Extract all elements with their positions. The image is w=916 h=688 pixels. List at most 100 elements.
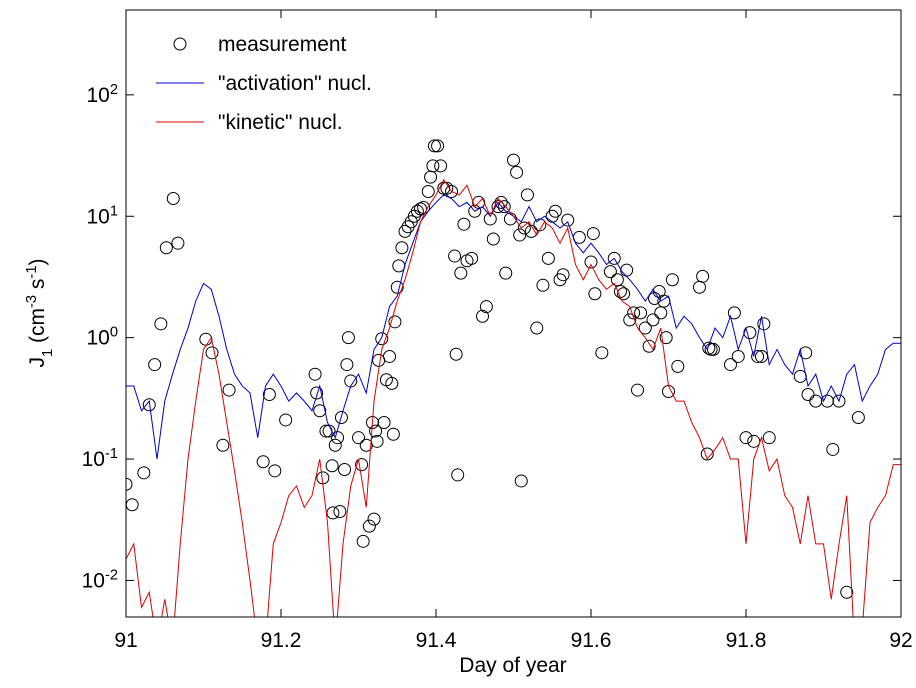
data-point	[268, 464, 282, 478]
data-point	[410, 204, 424, 218]
data-point	[483, 212, 497, 226]
data-point	[486, 232, 500, 246]
data-point	[216, 438, 230, 452]
data-point	[739, 431, 753, 445]
data-point	[308, 367, 322, 381]
y-tick-label: 10-2	[82, 567, 118, 592]
y-tick-label: 101	[86, 203, 118, 228]
data-point	[588, 287, 602, 301]
data-point	[762, 431, 776, 445]
data-point	[385, 376, 399, 390]
data-point	[476, 309, 489, 323]
data-point	[388, 315, 402, 329]
data-point	[513, 228, 527, 242]
data-point	[355, 458, 369, 472]
data-point	[497, 200, 511, 214]
data-point	[700, 447, 714, 461]
data-point	[646, 313, 660, 327]
data-point	[440, 181, 454, 195]
y-tick-label: 10-1	[82, 446, 118, 471]
data-point	[222, 383, 236, 397]
data-point	[431, 139, 445, 153]
data-point	[514, 474, 528, 488]
data-point	[499, 266, 513, 280]
data-point	[479, 300, 493, 314]
data-point	[724, 358, 737, 372]
data-point	[340, 358, 354, 372]
data-point	[603, 265, 617, 279]
data-point	[256, 455, 270, 469]
data-point	[826, 442, 840, 456]
data-point	[465, 251, 479, 265]
data-point	[449, 347, 463, 361]
data-point	[510, 165, 524, 179]
data-point	[610, 273, 624, 287]
data-point	[617, 287, 631, 301]
x-tick-label: 91.8	[726, 629, 767, 652]
data-point	[586, 227, 600, 241]
data-point	[494, 195, 508, 209]
data-point	[840, 585, 854, 599]
data-point	[331, 431, 345, 445]
data-point	[375, 332, 389, 346]
data-point	[352, 431, 365, 445]
data-point	[654, 306, 668, 320]
data-point	[333, 504, 347, 518]
data-point	[448, 249, 462, 263]
data-point	[326, 506, 340, 520]
data-point	[338, 463, 352, 477]
y-axis-label: J1 (cm-3 s-1)	[24, 259, 56, 368]
data-point	[427, 139, 441, 153]
data-point	[341, 331, 355, 345]
data-point	[328, 438, 342, 452]
legend-label: measurement	[218, 33, 347, 56]
data-point	[426, 159, 440, 173]
legend-label: "activation" nucl.	[218, 72, 372, 95]
data-point	[634, 306, 648, 320]
data-point	[727, 306, 741, 320]
data-point	[159, 241, 173, 255]
data-point	[623, 313, 637, 327]
y-tick-label: 102	[86, 82, 118, 107]
data-point	[395, 241, 409, 255]
data-point	[520, 188, 534, 202]
x-tick-label: 91.2	[261, 629, 302, 652]
data-point	[530, 321, 544, 335]
data-point	[313, 404, 327, 418]
y-tick-label: 100	[86, 325, 118, 350]
data-point	[362, 519, 376, 533]
data-point	[491, 200, 505, 214]
data-point	[832, 394, 846, 408]
data-point	[696, 269, 710, 283]
data-point	[445, 184, 458, 198]
data-point	[356, 534, 370, 548]
data-point	[556, 268, 570, 282]
data-point	[548, 204, 562, 218]
data-point	[642, 339, 656, 353]
legend-label: "kinetic" nucl.	[218, 111, 343, 134]
data-point	[142, 398, 156, 412]
data-point	[638, 321, 652, 335]
data-point	[334, 410, 348, 424]
data-point	[541, 251, 555, 265]
data-point	[517, 221, 531, 235]
data-point	[171, 236, 185, 250]
data-point	[390, 280, 404, 294]
data-point	[262, 388, 276, 402]
data-point	[665, 273, 679, 287]
data-point	[383, 349, 396, 363]
data-point	[851, 410, 865, 424]
data-point	[417, 201, 431, 215]
data-point	[536, 278, 550, 292]
data-point	[451, 468, 465, 482]
data-point	[421, 184, 435, 198]
data-point	[377, 416, 391, 430]
plot-area	[126, 139, 901, 617]
data-point	[126, 477, 133, 491]
data-point	[279, 413, 293, 427]
x-tick-label: 92	[889, 629, 912, 652]
axes-frame	[125, 9, 902, 618]
data-point	[154, 317, 168, 331]
data-point	[671, 359, 685, 373]
